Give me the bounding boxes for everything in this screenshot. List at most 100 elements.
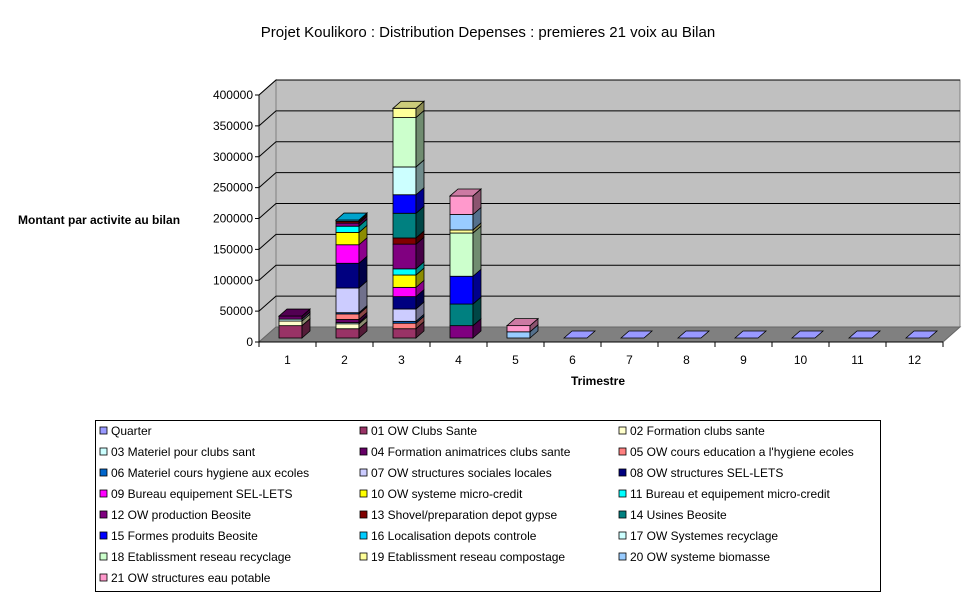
x-tick-label: 2	[341, 353, 348, 367]
bar-top	[847, 330, 882, 339]
legend-label: 10 OW systeme micro-credit	[371, 487, 523, 501]
gridline	[258, 79, 960, 96]
bar-segment	[335, 262, 360, 289]
legend-label: 08 OW structures SEL-LETS	[630, 466, 783, 480]
bar-top	[904, 330, 939, 339]
x-tick-label: 1	[284, 353, 291, 367]
x-tick-label: 10	[794, 353, 808, 367]
gridline	[258, 203, 960, 219]
bar-segment-side	[415, 109, 425, 168]
legend-label: 04 Formation animatrices clubs sante	[371, 445, 571, 459]
x-tick-label: 7	[626, 353, 633, 367]
legend-label: 12 OW production Beosite	[111, 508, 251, 522]
x-tick-label: 9	[740, 353, 747, 367]
bar-top	[391, 100, 426, 109]
gridline	[258, 233, 960, 250]
bar-segment	[335, 244, 360, 264]
legend-swatch	[99, 531, 108, 540]
gridline	[258, 295, 960, 312]
legend-swatch	[618, 426, 627, 435]
bar-segment	[506, 331, 531, 339]
bar-segment	[392, 237, 417, 245]
bar-top	[505, 318, 540, 327]
x-tick-label: 5	[512, 353, 519, 367]
legend-label: 05 OW cours education a l'hygiene ecoles	[630, 445, 854, 459]
bar-segment	[449, 275, 474, 305]
bar-segment	[335, 319, 360, 323]
bar-segment-side	[472, 225, 482, 278]
gridline	[258, 110, 960, 127]
legend-swatch	[359, 552, 368, 561]
bar-segment	[449, 325, 474, 339]
legend-swatch	[618, 510, 627, 519]
x-tick-label: 11	[851, 353, 864, 367]
legend-label: 17 OW Systemes recyclage	[630, 529, 778, 543]
legend-swatch	[99, 426, 108, 435]
y-tick-label: 150000	[213, 242, 253, 256]
legend-swatch	[99, 468, 108, 477]
bar-segment	[392, 328, 417, 339]
legend-swatch	[99, 552, 108, 561]
bar-segment	[392, 322, 417, 330]
bar-segment	[335, 287, 360, 314]
bar-segment	[278, 325, 303, 339]
bar-segment	[449, 195, 474, 215]
legend-label: 09 Bureau equipement SEL-LETS	[111, 487, 292, 501]
bar-segment	[335, 232, 360, 246]
bar-top	[676, 330, 711, 339]
legend-swatch	[359, 426, 368, 435]
legend-label: 02 Formation clubs sante	[630, 424, 765, 438]
legend-swatch	[99, 573, 108, 582]
legend-label: Quarter	[111, 424, 152, 438]
legend-label: 20 OW systeme biomasse	[630, 550, 770, 564]
bar-segment	[392, 286, 417, 298]
legend-label: 18 Etablissment reseau recyclage	[111, 550, 291, 564]
x-tick-label: 4	[455, 353, 462, 367]
x-tick-label: 3	[398, 353, 405, 367]
legend-label: 06 Materiel cours hygiene aux ecoles	[111, 466, 309, 480]
legend-label: 01 OW Clubs Sante	[371, 424, 477, 438]
bar-segment	[392, 296, 417, 310]
bar-segment	[392, 212, 417, 239]
bar-segment	[392, 166, 417, 196]
bar-segment	[392, 308, 417, 322]
legend-label: 19 Etablissment reseau compostage	[371, 550, 565, 564]
legend-swatch	[359, 447, 368, 456]
legend-label: 16 Localisation depots controle	[371, 529, 537, 543]
y-tick-label: 250000	[213, 181, 253, 195]
bar-segment	[335, 328, 360, 339]
legend-label: 03 Materiel pour clubs sant	[111, 445, 256, 459]
bar-segment	[392, 274, 417, 288]
y-tick-label: 350000	[213, 119, 253, 133]
legend-swatch	[359, 489, 368, 498]
bar-segment	[278, 315, 303, 320]
bar-top	[733, 330, 768, 339]
bar-segment	[392, 194, 417, 214]
gridline	[258, 264, 960, 281]
y-tick-label: 0	[246, 335, 253, 349]
bar-segment	[449, 229, 474, 234]
bar-top	[790, 330, 825, 339]
legend-label: 11 Bureau et equipement micro-credit	[630, 487, 831, 501]
y-axis-label: Montant par activite au bilan	[18, 213, 180, 227]
bar-segment	[392, 107, 417, 118]
legend-swatch	[99, 447, 108, 456]
bar-segment	[335, 225, 360, 233]
legend-swatch	[618, 468, 627, 477]
x-tick-label: 8	[683, 353, 690, 367]
y-tick-label: 300000	[213, 150, 253, 164]
legend-box	[95, 420, 881, 592]
y-tick-label: 100000	[213, 273, 253, 287]
legend-swatch	[618, 489, 627, 498]
legend-swatch	[99, 510, 108, 519]
bar-segment	[392, 243, 417, 270]
bar-top	[619, 330, 654, 339]
bar-segment	[449, 214, 474, 231]
bar-top	[277, 308, 312, 317]
y-tick-label: 200000	[213, 212, 253, 226]
legend-swatch	[359, 468, 368, 477]
legend-swatch	[618, 531, 627, 540]
bar-top	[562, 330, 597, 339]
gridline	[258, 141, 960, 158]
